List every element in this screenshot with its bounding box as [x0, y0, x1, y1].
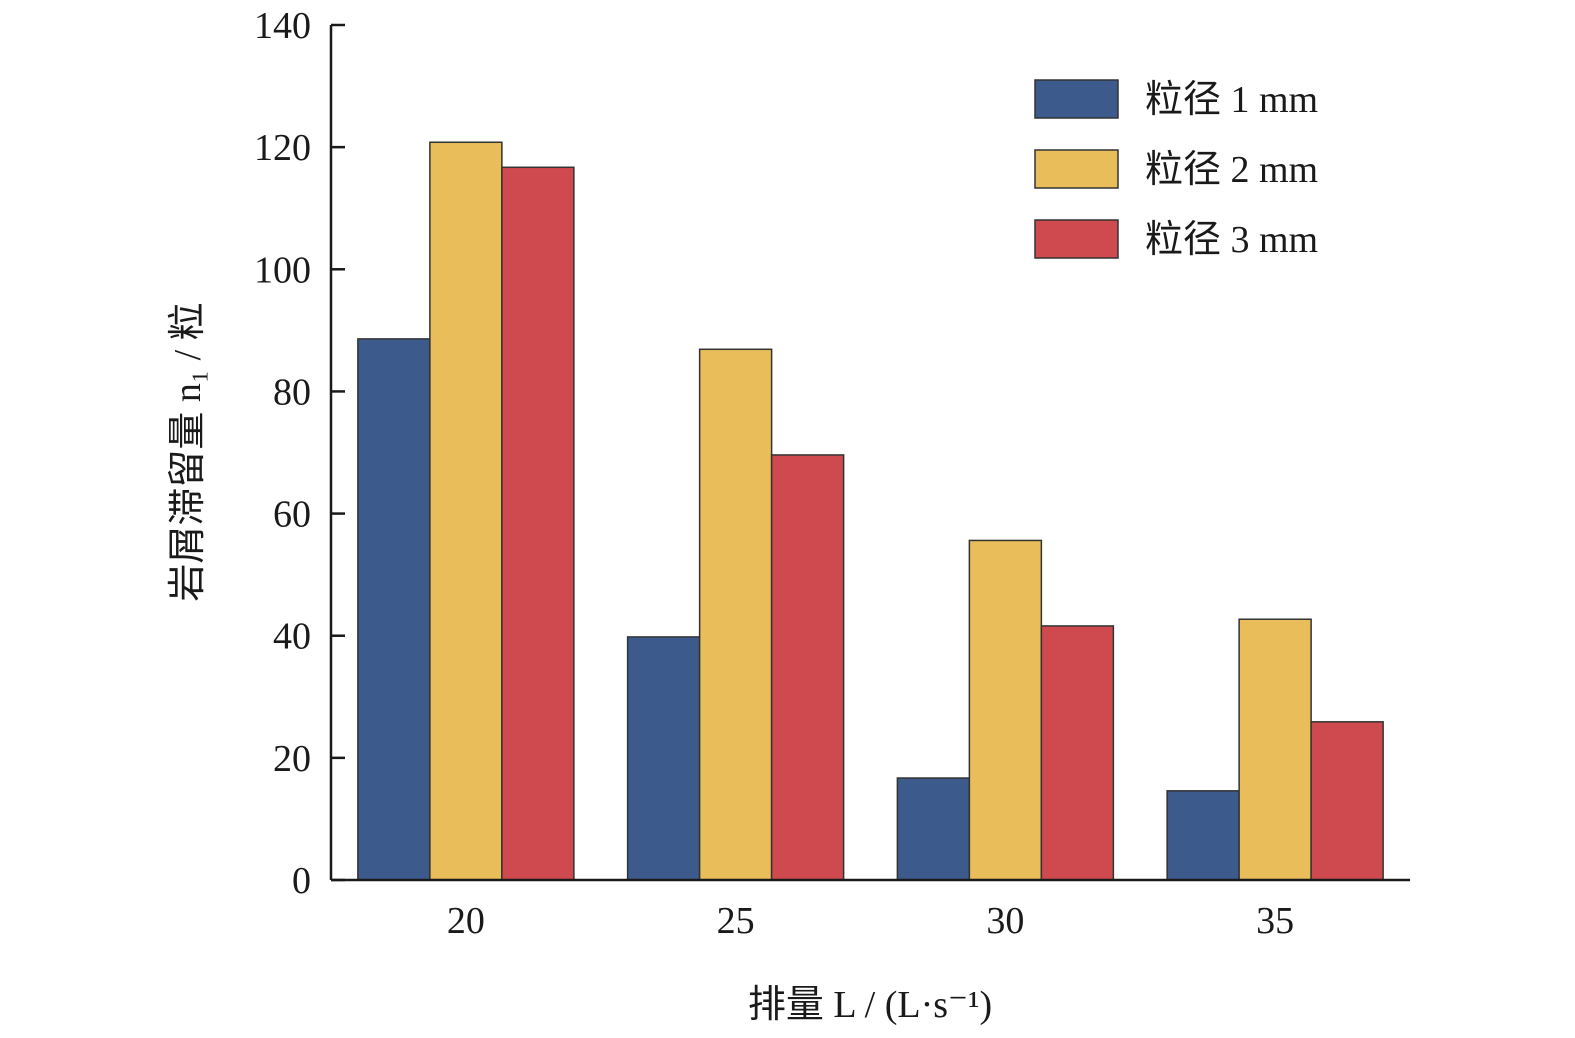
legend-label: 粒径 1 mm	[1145, 79, 1318, 121]
bar	[1166, 790, 1240, 881]
y-tick-label: 140	[254, 5, 311, 47]
bar	[770, 454, 845, 881]
legend-label: 粒径 3 mm	[1145, 219, 1318, 261]
legend: 粒径 1 mm 粒径 2 mm 粒径 3 mm	[1034, 79, 1318, 261]
axes	[329, 25, 1410, 882]
legend-swatch	[1034, 219, 1119, 259]
bar	[1040, 625, 1115, 881]
x-tick-label: 30	[986, 900, 1024, 942]
y-tick-label: 0	[292, 860, 311, 902]
bar	[896, 777, 971, 881]
y-tick-label: 80	[273, 371, 311, 413]
legend-swatch	[1034, 149, 1119, 189]
y-tick-label: 20	[273, 738, 311, 780]
bar	[1310, 721, 1384, 881]
bar	[357, 338, 431, 881]
y-ticks: 0 20 40 60 80 100 120 140	[254, 5, 345, 902]
bar	[968, 539, 1043, 881]
bar	[698, 348, 773, 881]
bar	[1238, 618, 1312, 881]
legend-label: 粒径 2 mm	[1145, 149, 1318, 191]
x-tick-label: 20	[447, 900, 485, 942]
x-axis-title: 排量 L / (L·s⁻¹)	[748, 984, 992, 1026]
bar	[501, 166, 575, 881]
x-ticks: 20 25 30 35	[447, 900, 1294, 942]
y-tick-label: 120	[254, 127, 311, 169]
y-tick-label: 40	[273, 616, 311, 658]
bars-layer	[357, 141, 1384, 881]
y-tick-label: 100	[254, 249, 311, 291]
y-tick-label: 60	[273, 494, 311, 536]
legend-swatch	[1034, 79, 1119, 119]
x-tick-label: 35	[1256, 900, 1294, 942]
x-tick-label: 25	[717, 900, 755, 942]
bar	[626, 636, 701, 881]
bar	[429, 141, 503, 881]
y-axis-title: 岩屑滞留量 n₁ / 粒	[167, 302, 209, 601]
